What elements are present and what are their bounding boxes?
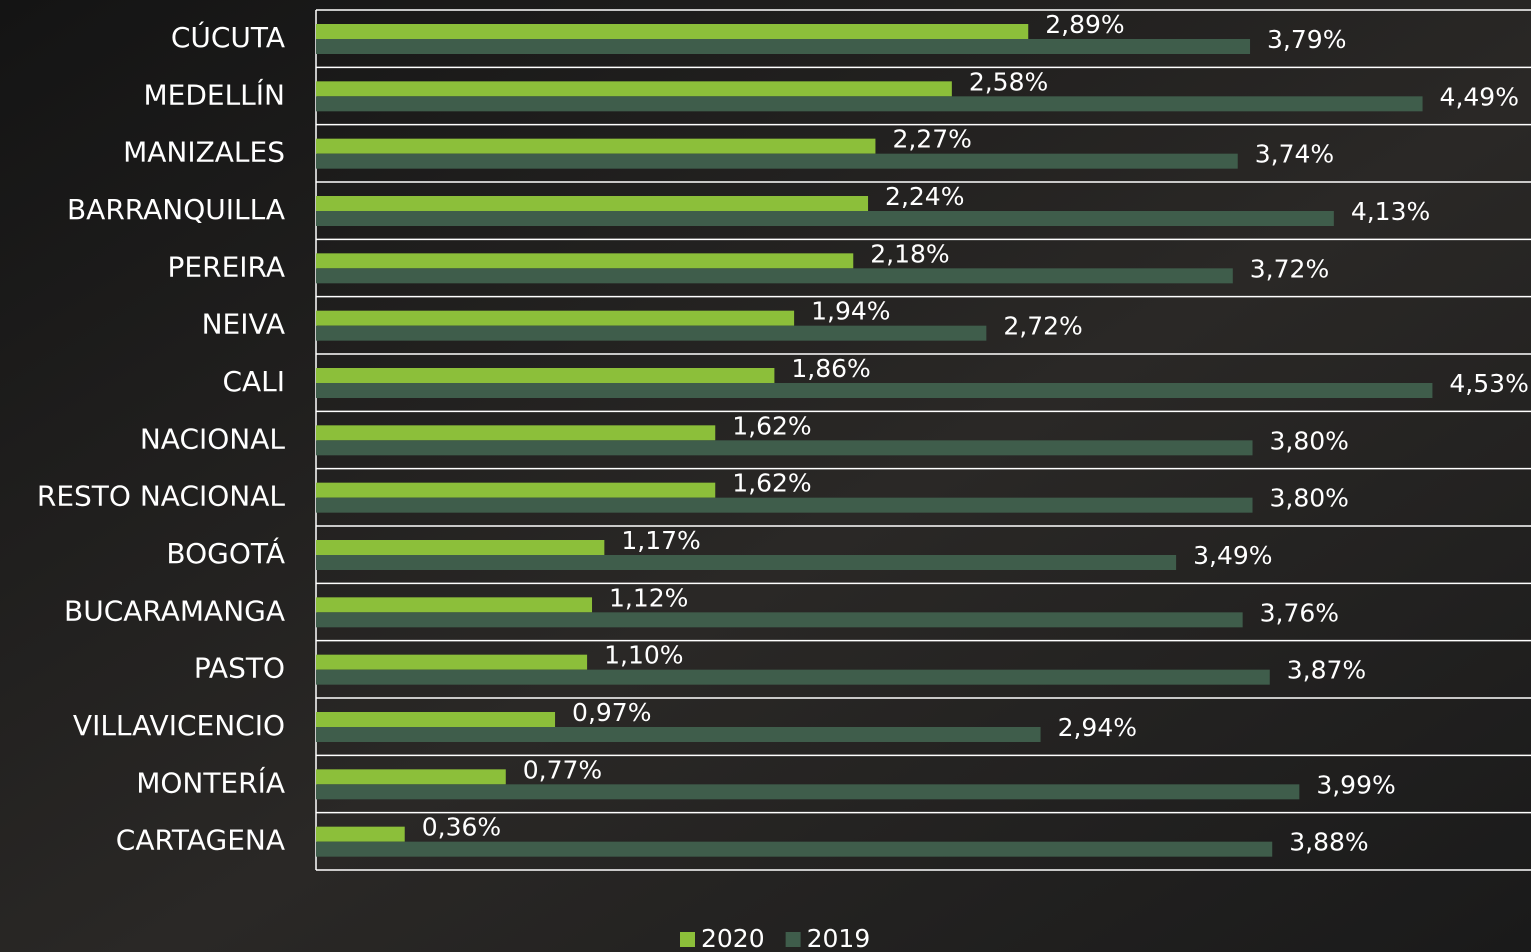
category-label: VILLAVICENCIO	[73, 709, 285, 742]
value-label: 2,94%	[1058, 713, 1137, 742]
value-label: 1,94%	[811, 297, 890, 326]
bar	[316, 597, 593, 613]
value-label: 2,58%	[969, 67, 1048, 96]
bar	[316, 540, 605, 555]
bar	[316, 81, 952, 97]
bar	[316, 24, 1029, 39]
bar	[316, 440, 1253, 456]
category-label: RESTO NACIONAL	[37, 480, 286, 513]
category-label: MEDELLÍN	[143, 77, 285, 111]
legend-label: 2020	[701, 924, 765, 952]
value-label: 1,62%	[732, 469, 811, 498]
value-label: 3,74%	[1255, 140, 1334, 169]
value-label: 1,12%	[609, 583, 688, 612]
value-label: 1,17%	[621, 526, 700, 555]
value-label: 0,36%	[422, 813, 501, 842]
bar	[316, 612, 1243, 628]
category-label: BOGOTÁ	[166, 536, 285, 570]
value-label: 1,62%	[732, 411, 811, 440]
value-label: 2,89%	[1045, 10, 1124, 39]
value-label: 3,80%	[1270, 484, 1349, 513]
bar	[316, 268, 1233, 284]
bar	[316, 39, 1251, 54]
value-label: 4,49%	[1440, 82, 1519, 111]
value-label: 1,10%	[604, 641, 683, 670]
category-label: CARTAGENA	[116, 824, 285, 857]
bar	[316, 841, 1273, 857]
value-label: 0,77%	[523, 755, 602, 784]
bar	[316, 826, 405, 842]
bar	[316, 325, 987, 341]
category-label: CALI	[222, 365, 285, 398]
bar	[316, 253, 854, 269]
category-label: BUCARAMANGA	[64, 594, 285, 627]
value-label: 2,72%	[1003, 312, 1082, 341]
value-label: 2,24%	[885, 182, 964, 211]
bar	[316, 555, 1177, 570]
bar	[316, 654, 588, 670]
value-label: 3,80%	[1270, 426, 1349, 455]
category-label: PEREIRA	[168, 250, 285, 283]
value-label: 3,88%	[1289, 828, 1368, 857]
category-label: NACIONAL	[140, 422, 286, 455]
bar	[316, 497, 1253, 513]
bar	[316, 383, 1433, 398]
bar	[316, 368, 775, 383]
bar	[316, 669, 1270, 685]
value-label: 2,27%	[892, 125, 971, 154]
bar	[316, 153, 1238, 169]
value-label: 4,53%	[1449, 369, 1528, 398]
bar	[316, 727, 1041, 742]
value-label: 4,13%	[1351, 197, 1430, 226]
category-label: MANIZALES	[123, 136, 285, 169]
value-label: 3,99%	[1316, 770, 1395, 799]
value-label: 1,86%	[791, 354, 870, 383]
category-label: BARRANQUILLA	[67, 193, 285, 226]
value-label: 3,76%	[1260, 598, 1339, 627]
bar	[316, 96, 1423, 112]
value-label: 2,18%	[870, 239, 949, 268]
value-label: 3,87%	[1287, 656, 1366, 685]
category-label: CÚCUTA	[171, 20, 285, 54]
category-label: PASTO	[194, 652, 285, 685]
bar	[316, 138, 876, 154]
bar	[316, 769, 506, 785]
legend-label: 2019	[807, 924, 871, 952]
value-label: 3,49%	[1193, 541, 1272, 570]
bar	[316, 310, 795, 326]
bar	[316, 196, 869, 211]
category-label: MONTERÍA	[136, 765, 285, 799]
bar	[316, 211, 1334, 226]
value-label: 3,79%	[1267, 25, 1346, 54]
value-label: 0,97%	[572, 698, 651, 727]
bar	[316, 425, 716, 441]
legend-swatch	[680, 932, 695, 947]
category-label: NEIVA	[202, 308, 285, 341]
value-label: 3,72%	[1250, 254, 1329, 283]
legend-swatch	[785, 932, 801, 947]
bar	[316, 712, 556, 727]
bar	[316, 482, 716, 498]
bar	[316, 784, 1300, 800]
